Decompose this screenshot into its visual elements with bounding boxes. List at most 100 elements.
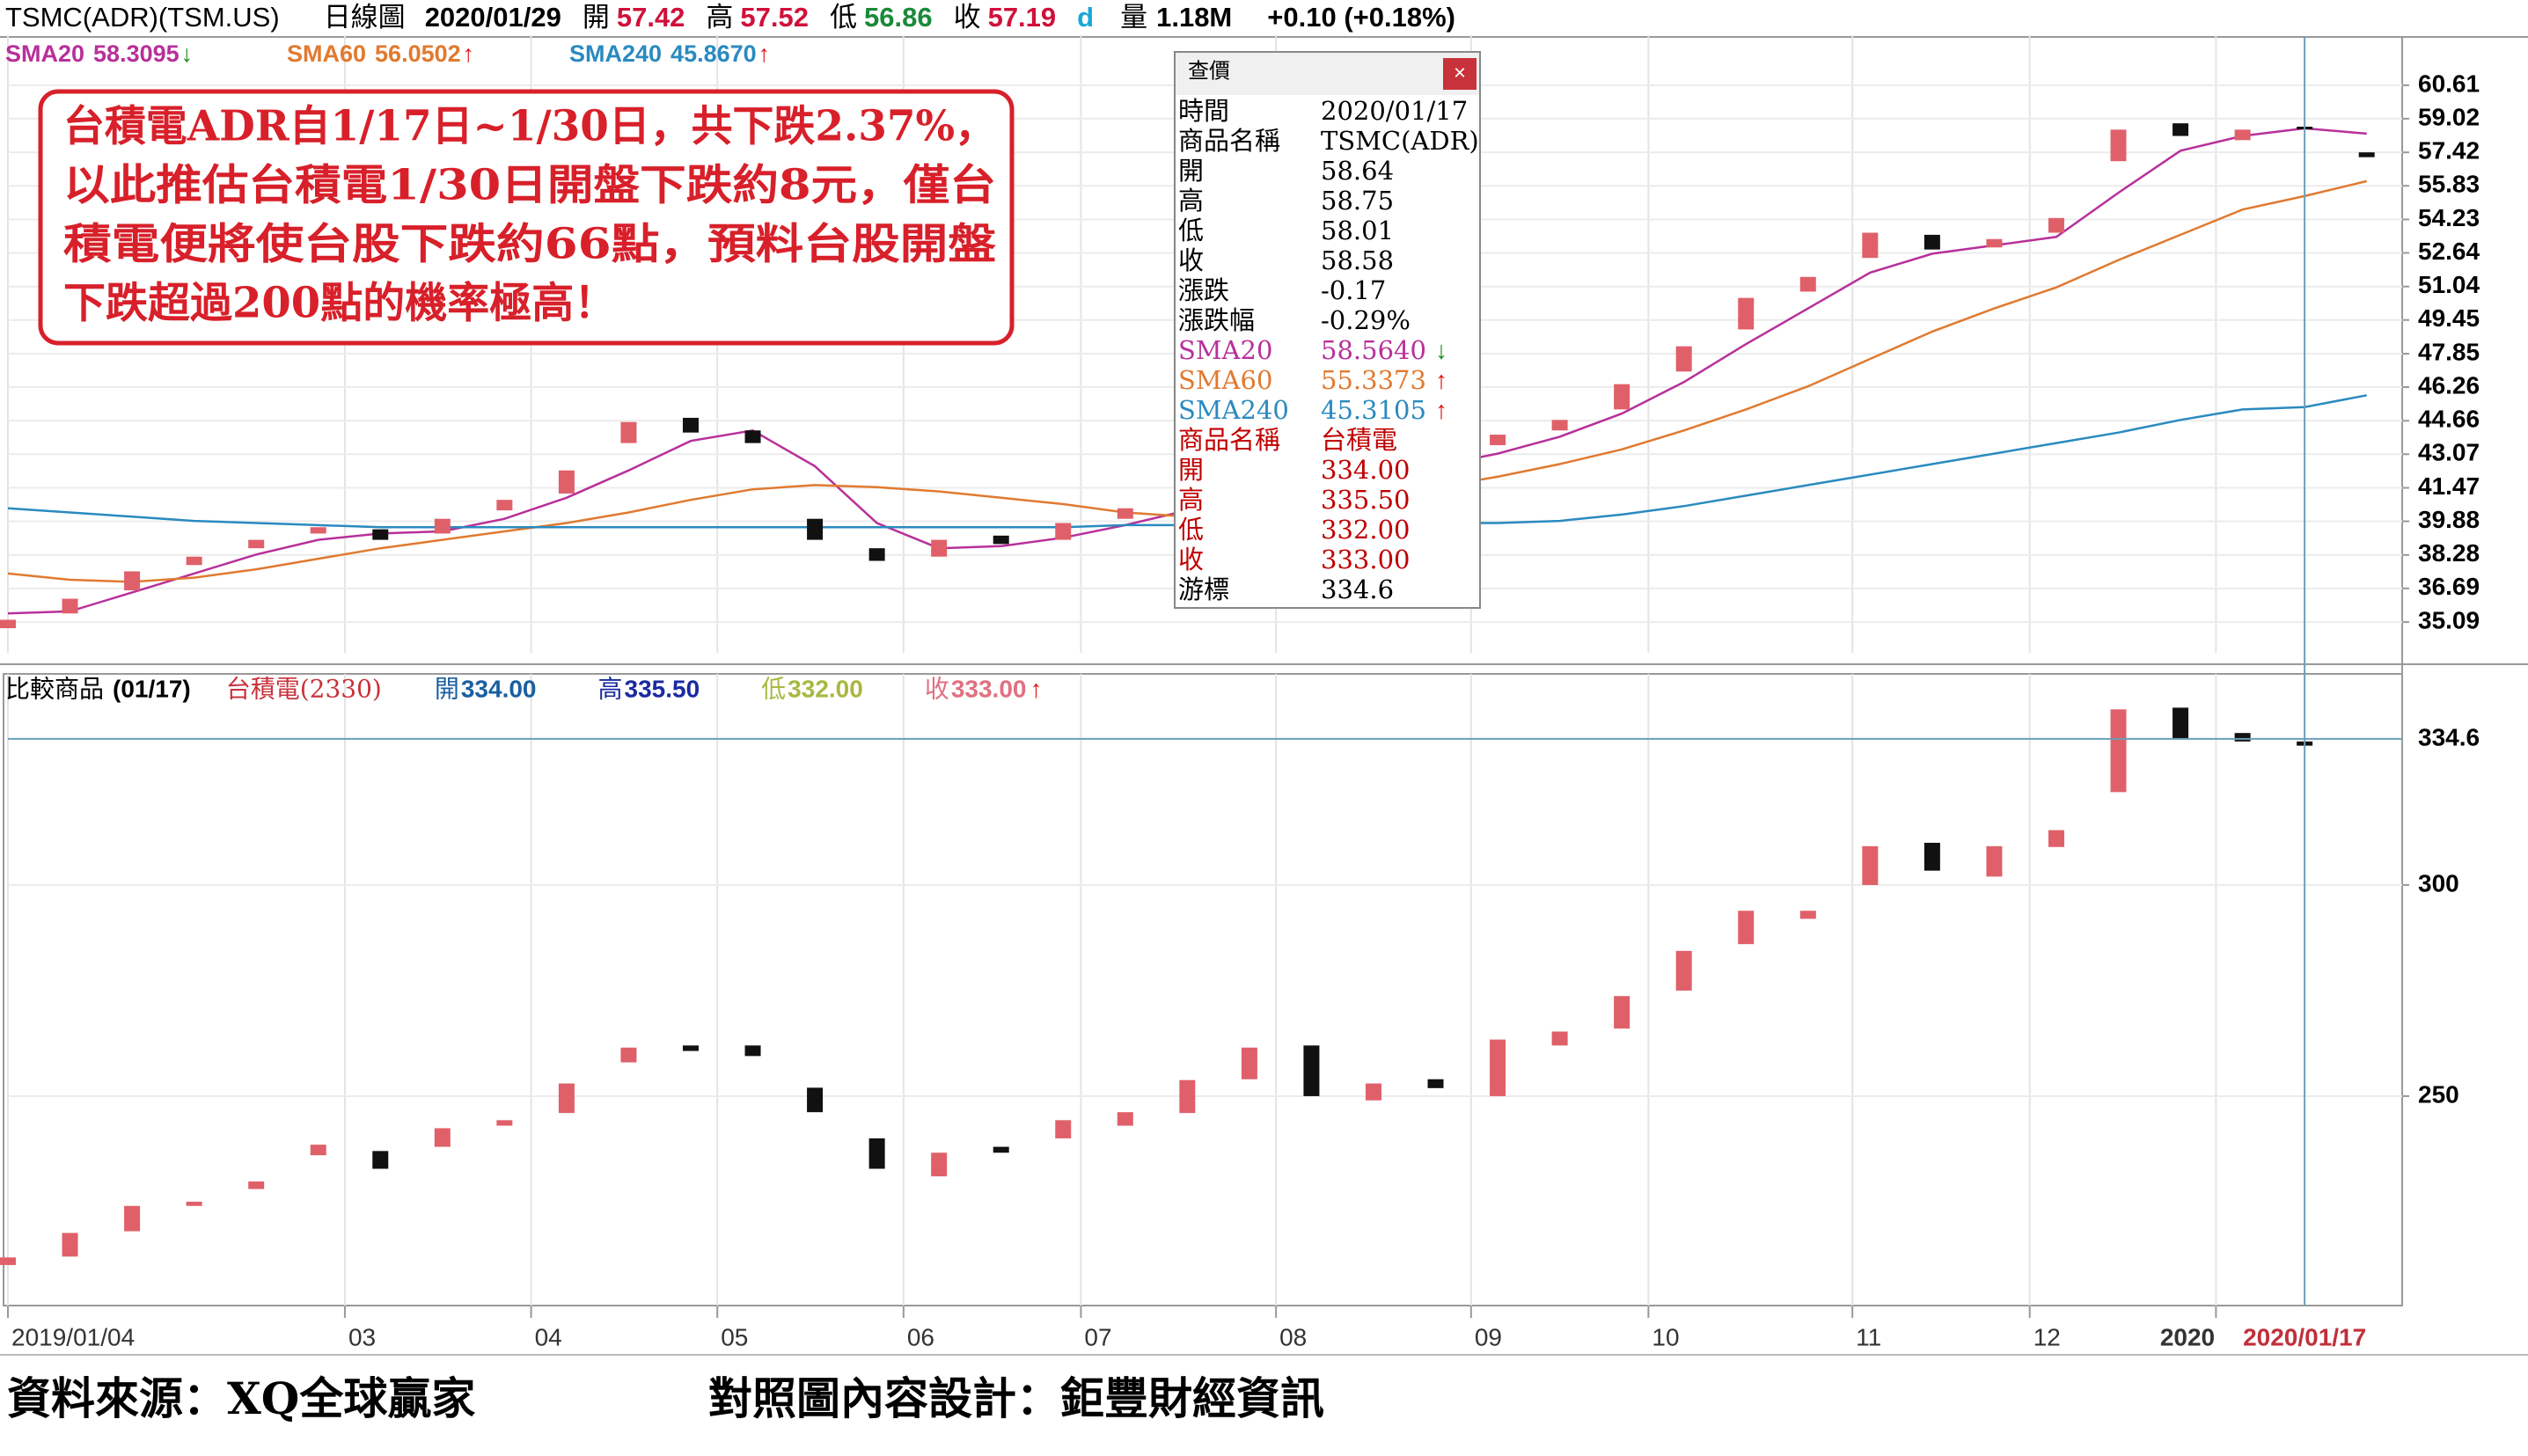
candle <box>434 518 451 534</box>
tooltip-label: 低 <box>1178 216 1204 245</box>
footer-text: 對照圖內容設計：鉅豐財經資訊 <box>708 1372 1324 1424</box>
candle <box>2234 733 2251 742</box>
candle <box>1862 845 1879 885</box>
candle <box>1117 1112 1133 1126</box>
candle <box>1490 435 1506 446</box>
candle <box>1923 842 1940 871</box>
legend-name: SMA60 <box>287 40 366 67</box>
x-tick-label: 03 <box>348 1323 376 1350</box>
candle <box>248 539 265 549</box>
candle <box>993 1146 1009 1153</box>
candle <box>186 556 202 566</box>
candle <box>744 1045 761 1057</box>
tooltip-value: -0.29% <box>1321 305 1411 335</box>
candle <box>620 421 637 443</box>
candle <box>1675 346 1692 372</box>
y-tick-label: 44.66 <box>2418 406 2480 433</box>
candle <box>807 518 824 540</box>
y-tick-label: 43.07 <box>2418 439 2480 466</box>
compare-arrow: ↑ <box>1030 675 1042 702</box>
candle <box>558 1083 575 1114</box>
candle <box>2048 217 2064 233</box>
candle <box>931 1152 948 1177</box>
candle <box>1490 1039 1506 1096</box>
tooltip-label: 低 <box>1178 515 1204 545</box>
x-tick-label: 2019/01/04 <box>11 1323 135 1350</box>
volume: 1.18M <box>1156 2 1232 33</box>
period: 日線圖 <box>324 2 406 33</box>
tooltip-value: 58.64 <box>1321 156 1394 186</box>
candle <box>62 598 78 614</box>
annotation-line: 台積電ADR自1/17日~1/30日，共下跌2.37%， <box>63 102 996 151</box>
candle <box>248 1181 265 1189</box>
tooltip-value: 334.00 <box>1321 455 1410 485</box>
candle <box>807 1087 824 1113</box>
legend-value: 45.8670 <box>670 40 757 67</box>
candle <box>744 430 761 443</box>
tooltip-label: SMA60 <box>1178 365 1272 395</box>
annotation-line: 積電便將使台股下跌約66點，預料台股開盤 <box>63 220 996 269</box>
tooltip-title: 查價 <box>1188 59 1230 84</box>
candle <box>1614 384 1630 410</box>
compare-quote-value: 332.00 <box>788 675 863 702</box>
candle <box>620 1047 637 1063</box>
flag: d <box>1077 2 1094 33</box>
tooltip-value: 333.00 <box>1321 545 1410 574</box>
candle <box>1551 1031 1568 1046</box>
candle <box>124 571 141 590</box>
candle <box>1427 1079 1444 1088</box>
candle <box>1055 523 1072 540</box>
cursor-y-label: 334.6 <box>2418 723 2480 750</box>
candle <box>2173 123 2189 136</box>
tooltip-value: 335.50 <box>1321 485 1410 515</box>
compare-name: 台積電(2330) <box>226 675 382 704</box>
candle <box>0 619 16 629</box>
y-tick-label: 46.26 <box>2418 371 2480 399</box>
overlay-layer: 台積電ADR自1/17日~1/30日，共下跌2.37%， 以此推估台積電1/30日… <box>38 51 1481 609</box>
tooltip-label: 漲跌幅 <box>1178 305 1255 335</box>
quote-value: 56.86 <box>864 2 933 33</box>
tooltip-close-button[interactable] <box>1443 58 1476 90</box>
tooltip-label: SMA20 <box>1178 335 1272 365</box>
y-tick-label: 52.64 <box>2418 238 2480 265</box>
y-tick-label: 36.69 <box>2418 573 2480 600</box>
candle <box>434 1128 451 1147</box>
cursor-x-label: 2020/01/17 <box>2243 1323 2366 1350</box>
candle <box>2110 709 2127 793</box>
candle <box>1862 232 1879 259</box>
candle <box>2234 129 2251 141</box>
legend-arrow: ↓ <box>181 40 194 67</box>
x-tick-label: 04 <box>535 1323 562 1350</box>
quote-label: 收 <box>954 2 981 33</box>
y-tick-label: 250 <box>2418 1080 2459 1108</box>
legend-value: 56.0502 <box>375 40 461 67</box>
x-tick-label: 11 <box>1856 1323 1881 1350</box>
y-tick-label: 41.47 <box>2418 472 2480 500</box>
quote-value: 57.52 <box>740 2 809 33</box>
quote-label: 低 <box>830 2 857 33</box>
tooltip-value: 45.3105 <box>1321 395 1426 425</box>
quote-label: 高 <box>706 2 733 33</box>
x-tick-label: 08 <box>1279 1323 1307 1350</box>
compare-quote-label: 低 <box>761 675 786 704</box>
candle <box>1117 508 1133 519</box>
y-tick-label: 49.45 <box>2418 304 2480 332</box>
candle <box>1365 1083 1381 1101</box>
tooltip-value: 334.6 <box>1321 574 1394 604</box>
candle <box>1738 911 1755 945</box>
y-tick-label: 57.42 <box>2418 137 2480 165</box>
tooltip-arrow: ↑ <box>1435 396 1447 423</box>
tooltip-value: 55.3373 <box>1321 365 1426 395</box>
candle <box>62 1233 78 1257</box>
candle <box>682 417 699 433</box>
legend-value: 58.3095 <box>93 40 180 67</box>
y-tick-label: 300 <box>2418 869 2459 896</box>
candle <box>931 539 948 557</box>
tooltip-label: 時間 <box>1178 96 1229 126</box>
x-tick-label: 07 <box>1084 1323 1111 1350</box>
candle <box>1799 911 1816 919</box>
candle <box>186 1201 202 1206</box>
y-tick-label: 55.83 <box>2418 171 2480 198</box>
y-tick-label: 39.88 <box>2418 506 2480 533</box>
annotation-box <box>38 89 1015 346</box>
